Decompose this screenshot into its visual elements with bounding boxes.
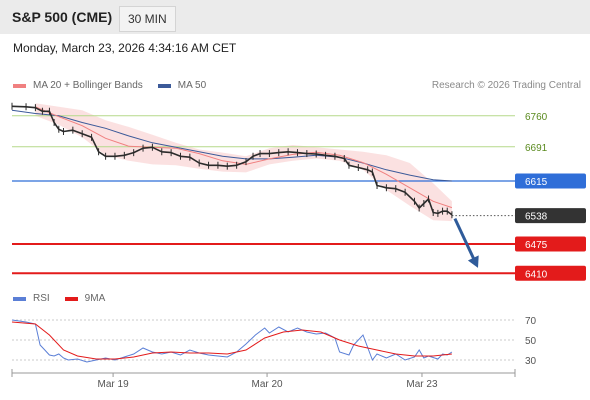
rsi-ma9-line: [11, 321, 452, 360]
level-label-6760: 6760: [525, 112, 548, 123]
x-tick-label-Mar-23: Mar 23: [406, 379, 438, 390]
instrument-title: S&P 500 (CME): [12, 9, 113, 25]
rsi-tick-50: 50: [525, 336, 537, 347]
price-panel: 6760 6691 6615 6538 6475 6410: [11, 102, 586, 281]
level-tag-6475: [515, 236, 586, 252]
projection-arrow-shaft: [453, 218, 478, 265]
level-label-6410: 6410: [525, 269, 548, 280]
price-legend: MA 20 + Bollinger Bands MA 50: [13, 80, 206, 91]
level-tag-6538: [515, 208, 586, 224]
rsi-swatch: [13, 296, 26, 301]
x-axis: Mar 19 Mar 20 Mar 23: [11, 369, 516, 390]
legend-ma20-label: MA 20 + Bollinger Bands: [33, 80, 143, 91]
level-label-6475: 6475: [525, 240, 548, 251]
x-tick-label-Mar-19: Mar 19: [98, 379, 130, 390]
chart-header: S&P 500 (CME) 30 MIN: [0, 0, 590, 34]
x-tick-label-Mar-20: Mar 20: [251, 379, 283, 390]
price-line: [11, 105, 453, 216]
ma50-line: [11, 109, 452, 182]
copyright-text: Research © 2026 Trading Central: [431, 80, 581, 91]
timestamp: Monday, March 23, 2026 4:34:16 AM CET: [13, 41, 237, 55]
level-label-6538: 6538: [525, 212, 548, 223]
legend-rsi-label: RSI: [33, 293, 50, 304]
legend-ma50-label: MA 50: [177, 80, 207, 91]
ma9-swatch: [64, 296, 78, 301]
ma50-swatch: [157, 83, 171, 88]
ma20-swatch: [13, 83, 26, 88]
projection-arrow-head: [467, 255, 479, 268]
level-tag-6410: [515, 265, 586, 281]
timeframe-button[interactable]: 30 MIN: [119, 6, 176, 32]
level-label-6691: 6691: [525, 143, 548, 154]
legend-ma9-label: 9MA: [84, 293, 106, 304]
level-tag-6615: [515, 173, 586, 189]
rsi-legend: RSI 9MA: [13, 293, 105, 304]
rsi-tick-70: 70: [525, 316, 537, 327]
rsi-panel: 70 50 30: [11, 316, 537, 367]
level-label-6615: 6615: [525, 177, 548, 188]
rsi-line: [11, 319, 453, 363]
rsi-tick-30: 30: [525, 356, 537, 367]
